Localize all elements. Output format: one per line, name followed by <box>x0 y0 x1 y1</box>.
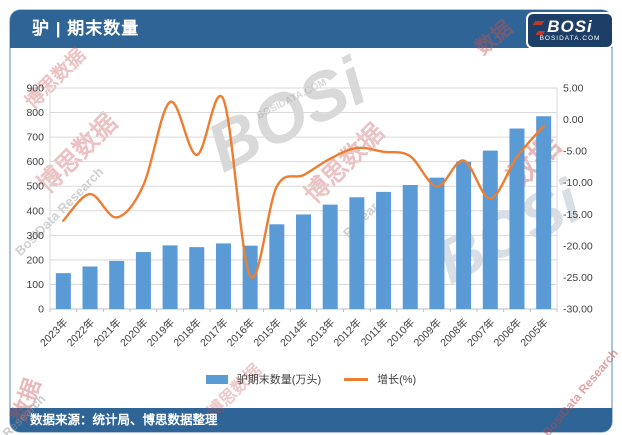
bar-series <box>55 116 552 309</box>
x-axis-label: 2005年 <box>518 316 551 349</box>
axis-label: 0.00 <box>563 114 584 126</box>
axis-label: -20.00 <box>563 240 593 252</box>
bar <box>189 247 205 309</box>
right-axis-labels: 5.00 0.00 -5.00 -10.00 -15.00 -20.00 -25.00 -30… <box>563 83 593 316</box>
bosi-logo: BOSi BOSIDATA.COM <box>526 12 614 49</box>
bar <box>376 191 392 309</box>
x-axis-labels: 2023年2022年2021年2020年2019年2018年2017年2016年… <box>37 316 550 349</box>
axis-label: 200 <box>26 254 44 266</box>
chart-legend: 驴期末数量(万头) 增长(%) <box>0 371 622 387</box>
axis-label: -25.00 <box>563 272 593 284</box>
axis-label: 5.00 <box>563 83 584 95</box>
axis-label: -30.00 <box>563 304 593 316</box>
axis-label: 500 <box>26 181 44 193</box>
axis-label: 100 <box>26 279 44 291</box>
legend-line-swatch <box>344 377 369 381</box>
bar <box>162 245 178 309</box>
bar <box>429 177 445 309</box>
x-axis-label: 2007年 <box>464 316 497 349</box>
x-axis-ticks <box>49 309 558 312</box>
bar <box>349 197 365 309</box>
x-axis-label: 2020年 <box>117 316 150 349</box>
growth-line <box>62 94 545 280</box>
bar <box>82 266 98 309</box>
x-axis-label: 2015年 <box>251 316 284 349</box>
header-bar <box>10 10 612 48</box>
data-source-text: 数据来源：统计局、博思数据整理 <box>30 413 218 427</box>
bar <box>296 214 311 309</box>
axis-label: -5.00 <box>563 146 587 158</box>
x-axis-label: 2012年 <box>331 316 364 349</box>
x-axis-label: 2011年 <box>358 316 391 349</box>
bar <box>402 184 418 309</box>
x-axis-label: 2016年 <box>224 316 257 349</box>
legend-line-label: 增长(%) <box>377 374 417 386</box>
x-axis-label: 2014年 <box>277 316 310 349</box>
legend-bar-swatch <box>205 374 228 384</box>
bosi-logo-text: BOSi <box>547 16 593 36</box>
bar <box>456 161 472 309</box>
bar <box>55 273 71 309</box>
x-axis-label: 2022年 <box>64 316 97 349</box>
x-axis-label: 2021年 <box>91 316 124 349</box>
bar <box>482 150 498 309</box>
x-axis-label: 2013年 <box>304 316 337 349</box>
x-axis-label: 2019年 <box>144 316 177 349</box>
footer-bar <box>10 408 612 432</box>
x-axis-label: 2010年 <box>384 316 417 349</box>
axis-label: 900 <box>26 83 44 95</box>
x-axis-label: 2008年 <box>438 316 471 349</box>
axis-label: 0 <box>38 304 44 316</box>
bar <box>109 260 125 309</box>
bar <box>536 116 552 309</box>
axis-label: 600 <box>26 156 44 168</box>
left-axis-labels: 0 100 200 300 400 500 600 700 800 900 <box>26 83 44 316</box>
page-title: 驴 | 期末数量 <box>32 19 140 38</box>
x-axis-label: 2017年 <box>197 316 230 349</box>
legend-bar-label: 驴期末数量(万头) <box>236 374 322 386</box>
bosi-logo-domain: BOSIDATA.COM <box>539 34 601 42</box>
x-axis-label: 2018年 <box>171 316 204 349</box>
axis-label: 800 <box>26 107 44 119</box>
bar <box>322 204 338 309</box>
axis-label: 700 <box>26 132 44 144</box>
axis-label: 300 <box>26 230 44 242</box>
bar <box>135 252 151 309</box>
axis-label: -10.00 <box>563 177 593 189</box>
axis-label: -15.00 <box>563 209 593 221</box>
x-axis-label: 2023年 <box>37 316 70 349</box>
bar <box>215 243 231 309</box>
bar <box>509 128 525 309</box>
bar <box>269 224 285 309</box>
x-axis-label: 2006年 <box>491 316 524 349</box>
x-axis-label: 2009年 <box>411 316 444 349</box>
axis-label: 400 <box>26 205 44 217</box>
